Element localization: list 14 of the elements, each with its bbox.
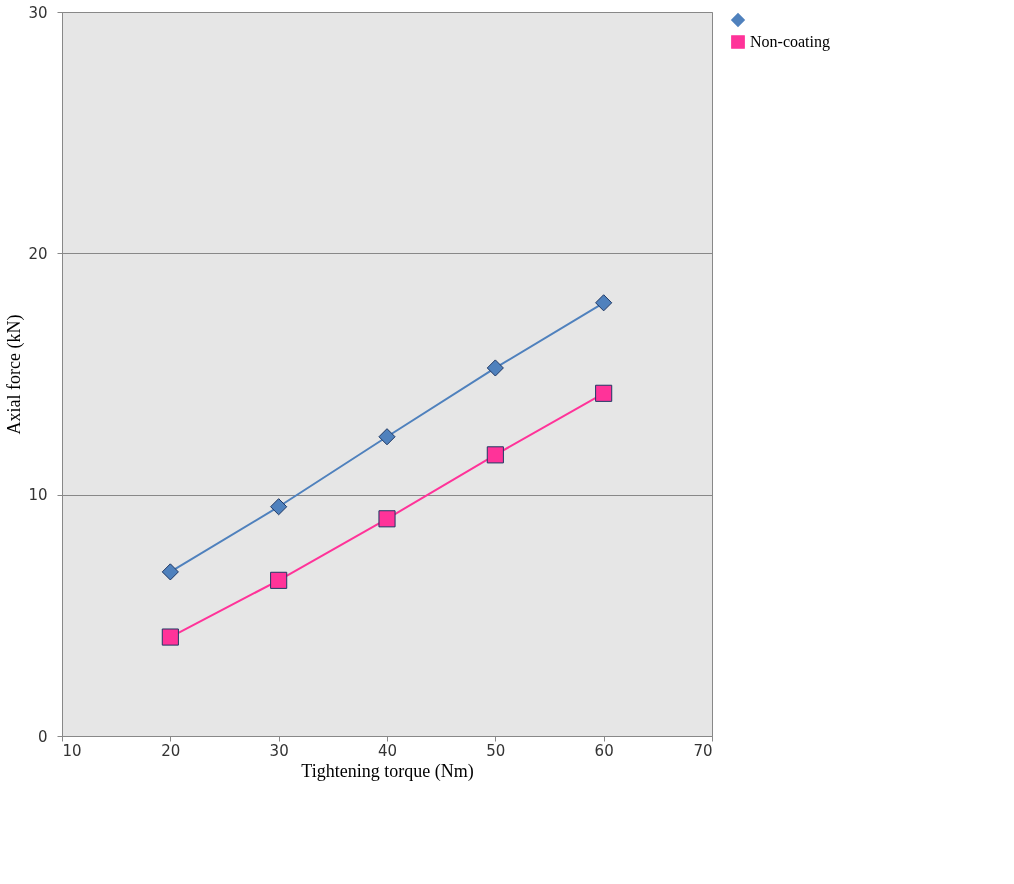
x-tick-label: 20 — [161, 741, 181, 760]
y-tick-label: 0 — [37, 727, 48, 746]
x-tick-label: 50 — [486, 741, 506, 760]
x-tick-label: 30 — [269, 741, 289, 760]
x-tick-label: 70 — [693, 741, 713, 760]
y-tick-label: 30 — [28, 3, 48, 22]
x-axis-title: Tightening torque (Nm) — [301, 760, 474, 782]
y-axis-title: Axial force (kN) — [4, 314, 26, 435]
y-tick-label: 20 — [28, 244, 48, 263]
legend-label: Non-coating — [750, 33, 830, 51]
x-tick-label: 40 — [377, 741, 398, 760]
y-tick-label: 10 — [28, 486, 48, 505]
x-tick-label: 10 — [62, 741, 82, 760]
x-tick-label: 60 — [594, 741, 614, 760]
